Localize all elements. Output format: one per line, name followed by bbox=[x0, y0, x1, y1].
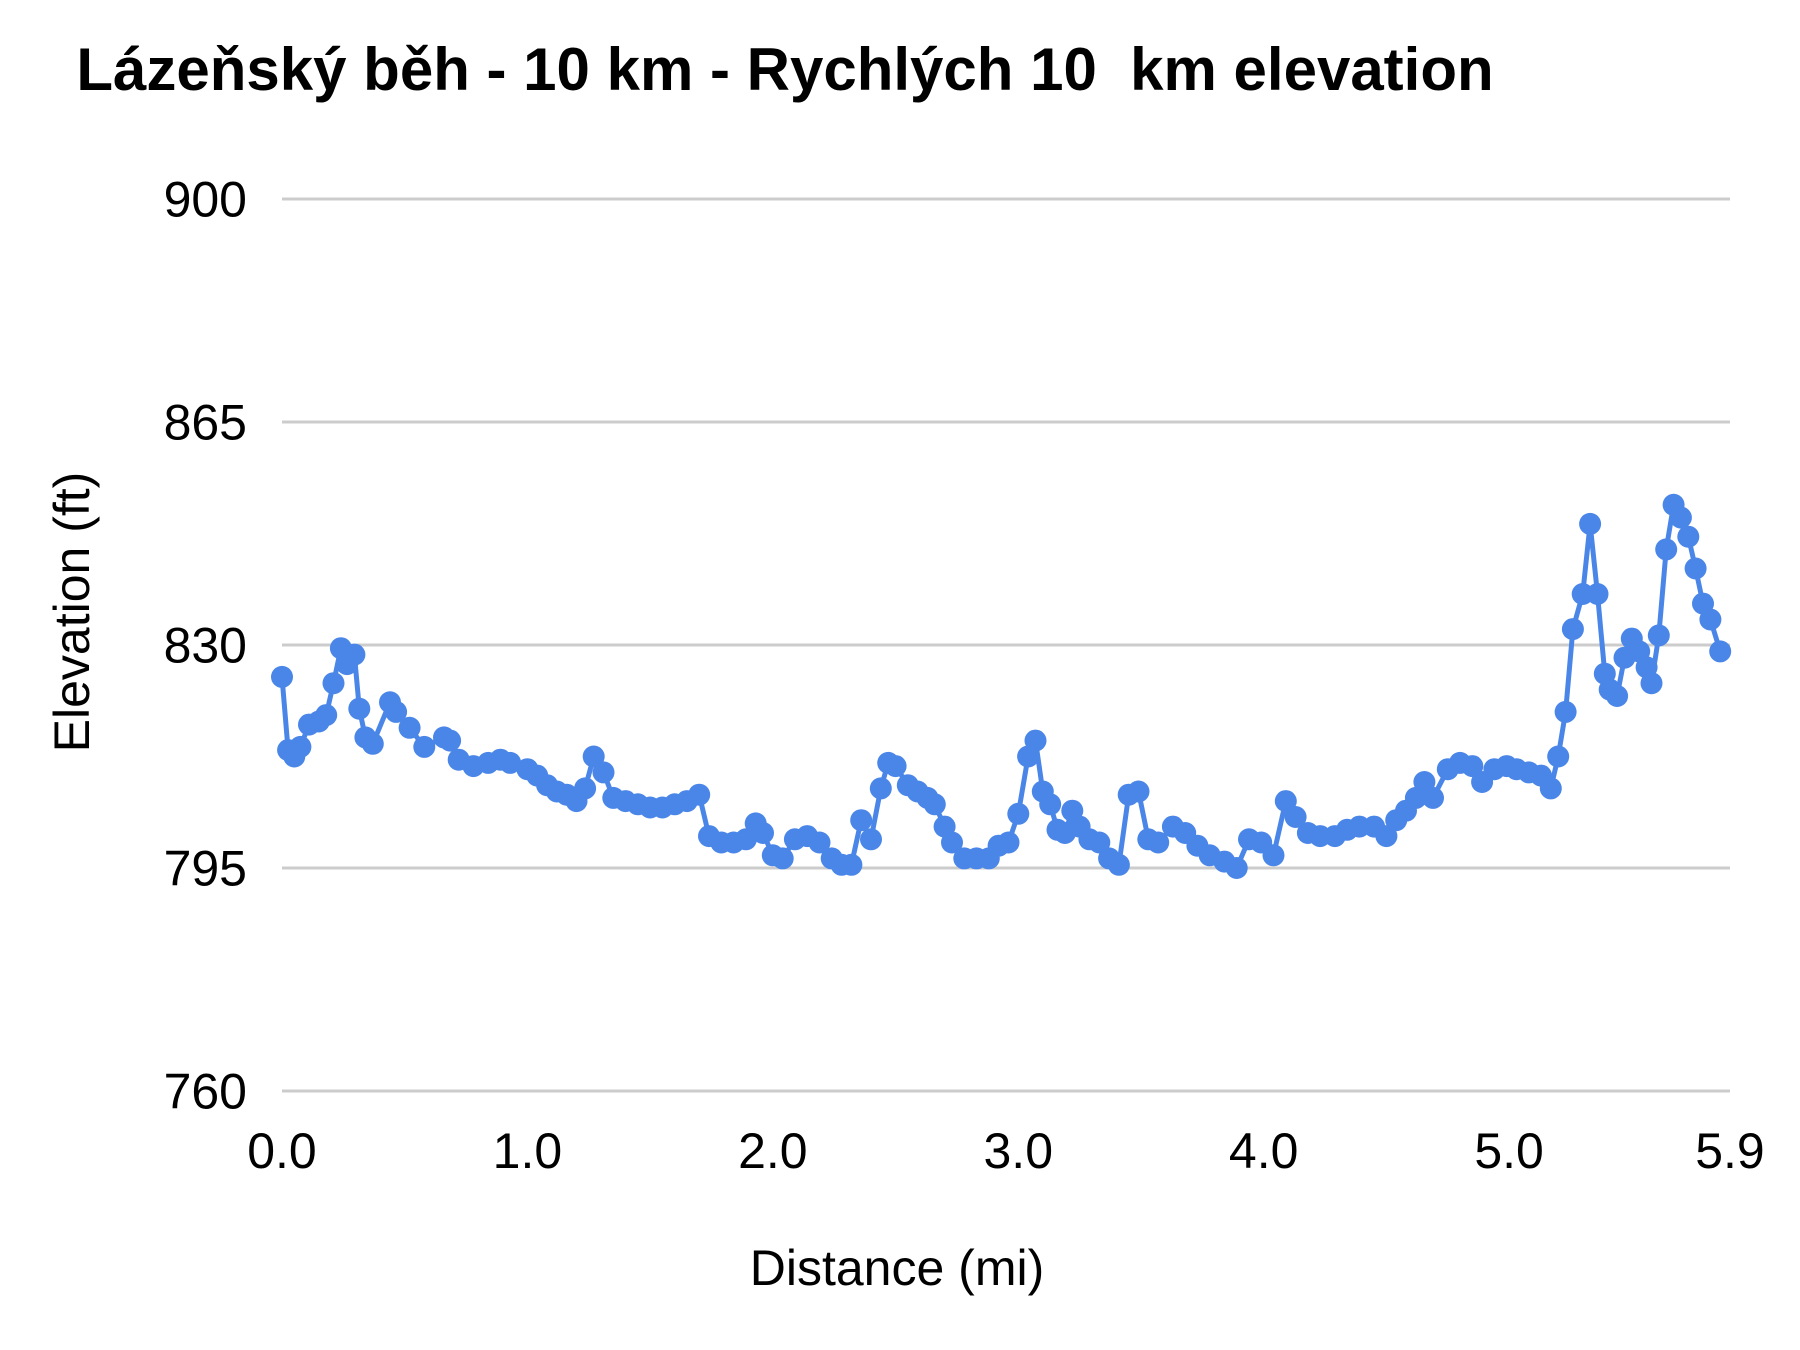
data-point-marker bbox=[923, 793, 946, 816]
data-point-marker bbox=[439, 729, 462, 752]
data-point-marker bbox=[582, 745, 605, 768]
chart-title: Lázeňský běh - 10 km - Rychlých 10 km el… bbox=[76, 36, 1494, 103]
data-point-marker bbox=[385, 700, 408, 723]
y-tick-label: 760 bbox=[164, 1064, 247, 1120]
data-point-marker bbox=[343, 643, 366, 666]
data-point-marker bbox=[884, 755, 907, 778]
y-tick-label: 795 bbox=[164, 841, 247, 897]
data-point-marker bbox=[1225, 857, 1248, 879]
data-point-marker bbox=[499, 751, 522, 774]
data-point-marker bbox=[1647, 624, 1670, 647]
data-point-marker bbox=[271, 665, 293, 688]
x-tick-label: 3.0 bbox=[984, 1123, 1054, 1179]
data-point-marker bbox=[1375, 825, 1398, 848]
x-axis-title: Distance (mi) bbox=[749, 1240, 1045, 1296]
data-point-marker bbox=[1024, 729, 1047, 752]
data-point-marker bbox=[997, 831, 1020, 854]
data-point-marker bbox=[315, 704, 338, 727]
data-point-marker bbox=[1640, 672, 1663, 695]
data-point-marker bbox=[361, 732, 384, 755]
data-point-marker bbox=[860, 828, 882, 851]
data-point-marker bbox=[1606, 685, 1629, 707]
y-axis-tick-labels: 760 795 830 865 900 bbox=[164, 172, 247, 1120]
x-tick-label: 0.0 bbox=[247, 1123, 317, 1179]
data-point-marker bbox=[869, 777, 892, 800]
x-axis-tick-labels: 0.0 1.0 2.0 3.0 4.0 5.0 5.9 bbox=[247, 1123, 1765, 1179]
x-tick-label: 4.0 bbox=[1229, 1123, 1299, 1179]
data-point-marker bbox=[1709, 640, 1732, 663]
gridlines bbox=[282, 197, 1730, 1093]
x-tick-label: 5.0 bbox=[1474, 1123, 1544, 1179]
y-tick-label: 865 bbox=[164, 395, 247, 451]
data-point-marker bbox=[1422, 786, 1444, 809]
data-point-marker bbox=[1007, 802, 1030, 825]
data-point-marker bbox=[574, 777, 597, 800]
data-point-marker bbox=[1586, 583, 1609, 605]
elevation-series bbox=[271, 493, 1732, 879]
data-point-marker bbox=[1669, 506, 1692, 529]
data-point-marker bbox=[592, 761, 615, 784]
data-point-marker bbox=[1684, 557, 1707, 580]
data-point-marker bbox=[1677, 525, 1700, 548]
data-point-marker bbox=[840, 853, 863, 876]
data-point-marker bbox=[1539, 777, 1562, 800]
data-point-marker bbox=[734, 828, 757, 851]
data-point-marker bbox=[322, 672, 345, 695]
data-point-marker bbox=[1147, 831, 1170, 854]
y-tick-label: 900 bbox=[164, 172, 247, 228]
data-point-marker bbox=[348, 697, 371, 720]
data-point-marker bbox=[1127, 780, 1150, 803]
data-point-marker bbox=[1284, 806, 1307, 828]
data-point-marker bbox=[1554, 700, 1577, 723]
data-point-marker bbox=[1561, 618, 1584, 641]
x-tick-label: 1.0 bbox=[493, 1123, 563, 1179]
x-tick-label: 5.9 bbox=[1695, 1123, 1765, 1179]
data-point-marker bbox=[1547, 745, 1570, 768]
data-point-marker bbox=[1274, 790, 1297, 813]
data-point-marker bbox=[688, 783, 711, 806]
y-tick-label: 830 bbox=[164, 618, 247, 674]
data-point-marker bbox=[1461, 755, 1484, 778]
data-point-marker bbox=[1699, 608, 1722, 631]
elevation-line bbox=[279, 502, 1723, 871]
data-point-marker bbox=[289, 735, 312, 758]
x-tick-label: 2.0 bbox=[738, 1123, 808, 1179]
data-point-marker bbox=[1262, 844, 1285, 867]
data-point-marker bbox=[1579, 512, 1602, 535]
data-point-marker bbox=[1107, 853, 1130, 876]
data-point-marker bbox=[850, 809, 873, 832]
data-point-marker bbox=[941, 831, 963, 854]
data-point-marker bbox=[398, 716, 421, 739]
data-point-marker bbox=[1039, 793, 1062, 816]
data-point-marker bbox=[752, 822, 774, 844]
data-point-marker bbox=[1088, 831, 1111, 854]
data-point-marker bbox=[808, 831, 831, 854]
data-point-marker bbox=[1655, 538, 1678, 561]
data-point-marker bbox=[413, 735, 436, 758]
data-point-marker bbox=[771, 847, 794, 870]
